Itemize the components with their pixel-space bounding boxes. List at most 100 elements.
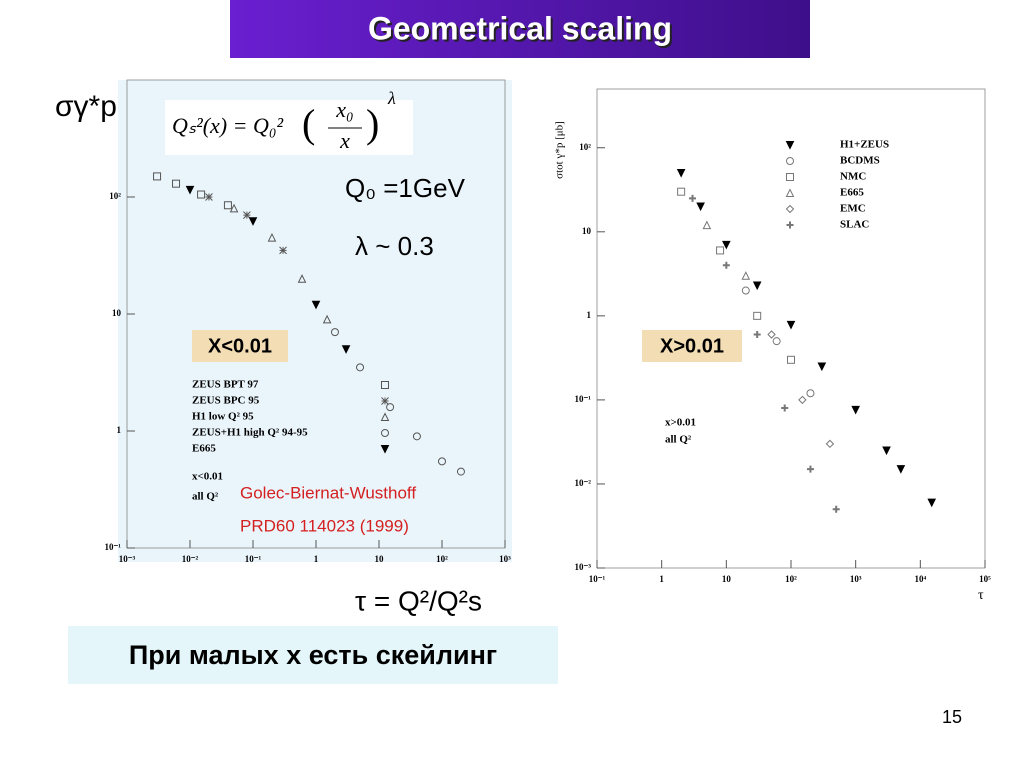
cut: x<0.01	[192, 471, 223, 483]
point	[677, 187, 686, 196]
point	[297, 274, 307, 283]
all-q2: all Q²	[665, 434, 692, 446]
y-tick-label: 10⁻¹	[105, 542, 122, 552]
x-tick-label: 10⁻²	[182, 554, 199, 564]
point	[205, 193, 213, 201]
point	[330, 328, 339, 337]
x-tick-label: 10⁻¹	[589, 574, 606, 584]
point	[753, 330, 761, 338]
point	[243, 211, 251, 219]
point	[785, 141, 795, 150]
ref1: Golec-Biernat-Wusthoff	[240, 483, 416, 502]
point	[702, 220, 712, 230]
x-tick-label: 1	[314, 554, 319, 564]
point	[786, 320, 796, 330]
region-box	[642, 330, 742, 362]
point	[381, 397, 389, 405]
point	[741, 286, 750, 295]
point	[380, 412, 390, 421]
x-tick-label: 10	[722, 574, 732, 584]
point	[752, 281, 762, 291]
y-tick-label: 10²	[109, 191, 121, 201]
point	[882, 446, 891, 456]
x-tick-label: 10²	[785, 574, 797, 584]
point	[786, 173, 794, 181]
title-shadow: Geometrical scaling	[370, 12, 674, 48]
point	[753, 311, 762, 320]
point	[185, 185, 195, 195]
point	[267, 232, 277, 242]
legend-label: ZEUS BPT 97	[192, 379, 259, 391]
legend-label: H1 low Q² 95	[192, 411, 254, 423]
point	[386, 403, 395, 412]
q0: Q₀ =1GeV	[345, 173, 466, 203]
point	[772, 337, 781, 346]
point	[722, 240, 731, 250]
legend-label: H1+ZEUS	[840, 139, 889, 151]
bottom-box	[68, 626, 558, 684]
point	[817, 362, 827, 372]
point	[896, 465, 906, 474]
point	[825, 439, 835, 449]
x-tick-label: 10⁻³	[119, 554, 136, 564]
y-tick-label: 10⁻³	[575, 562, 592, 572]
paren: )	[366, 101, 379, 146]
title: Geometrical scaling	[368, 10, 672, 46]
point	[438, 457, 446, 466]
ref2: PRD60 114023 (1999)	[240, 516, 409, 535]
point	[741, 271, 751, 280]
point	[927, 498, 937, 508]
point	[380, 445, 390, 454]
point	[851, 405, 860, 415]
cut: x>0.01	[665, 417, 696, 429]
point	[798, 395, 807, 405]
point	[785, 204, 795, 214]
point	[229, 203, 239, 213]
legend-label: E665	[840, 187, 864, 199]
y-label: σtot γ*p [μb]	[554, 121, 566, 179]
legend-label: E665	[192, 443, 216, 455]
point	[279, 246, 287, 255]
point	[676, 169, 686, 178]
point	[786, 157, 794, 165]
title-bar	[230, 0, 810, 58]
point	[767, 330, 776, 339]
y-tick-label: 10	[112, 308, 122, 318]
point	[248, 217, 258, 226]
point	[781, 404, 789, 412]
y-tick-label: 10²	[579, 142, 591, 152]
x-tick-label: 10³	[499, 554, 511, 564]
y-tick-label: 1	[587, 310, 592, 320]
point	[322, 314, 332, 324]
x-label: τ	[978, 588, 984, 603]
legend-label: ZEUS+H1 high Q² 94-95	[192, 427, 308, 439]
point	[412, 432, 421, 441]
formula-den: x	[339, 128, 350, 153]
page-number: 15	[942, 707, 962, 727]
legend-label: EMC	[840, 203, 866, 215]
x-tick-label: 10	[375, 554, 385, 564]
point	[153, 172, 162, 181]
point	[787, 355, 795, 364]
y-tick-label: 10⁻²	[575, 478, 592, 488]
region-box	[192, 330, 288, 362]
point	[456, 467, 465, 476]
x-tick-label: 10³	[850, 574, 862, 584]
all-q2: all Q²	[192, 491, 219, 503]
y-tick-label: 10	[582, 226, 592, 236]
formula-box	[165, 100, 413, 155]
left-panel	[118, 80, 512, 562]
legend-label: ZEUS BPC 95	[192, 395, 260, 407]
point	[722, 261, 730, 269]
point	[716, 246, 725, 255]
point	[806, 389, 815, 398]
x-tick-label: 10⁵	[979, 574, 991, 584]
bottom-text: При малых x есть скейлинг	[129, 640, 497, 670]
y-tick-label: 1	[117, 425, 122, 435]
region: X<0.01	[208, 335, 272, 357]
legend-label: SLAC	[840, 219, 869, 231]
point	[785, 188, 795, 197]
point	[197, 190, 206, 199]
legend-label: BCDMS	[840, 155, 880, 167]
